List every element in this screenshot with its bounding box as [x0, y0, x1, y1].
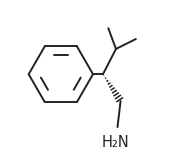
Text: H₂N: H₂N: [102, 135, 130, 150]
